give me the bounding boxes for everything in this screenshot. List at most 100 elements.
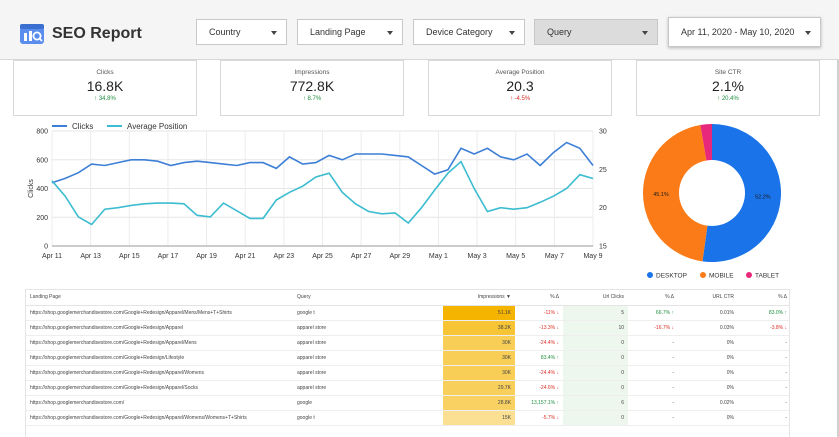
query-cell: apparel store bbox=[293, 350, 443, 366]
landing-page-cell: https://shop.googlemerchandisestore.com/… bbox=[26, 335, 293, 351]
ctr-change-cell: 83.0% ↑ bbox=[738, 305, 789, 321]
ctr-change-cell: - bbox=[738, 395, 789, 411]
landing-page-query-table: Landing Page Query Impressions ▼ % Δ Url… bbox=[25, 289, 790, 437]
clicks-change-cell: - bbox=[628, 410, 678, 426]
landing-page-filter-label: Landing Page bbox=[310, 27, 366, 37]
impressions-cell: 30K bbox=[443, 350, 515, 366]
x-tick-label: May 7 bbox=[545, 253, 564, 260]
impressions-cell: 30K bbox=[443, 335, 515, 351]
device-category-filter[interactable]: Device Category bbox=[413, 19, 525, 45]
legend-dot bbox=[647, 272, 653, 278]
legend-label: MOBILE bbox=[709, 273, 734, 280]
y-tick-label: 600 bbox=[36, 157, 48, 164]
kpi-delta: ↑ 34.8% bbox=[14, 96, 196, 102]
arrow-up-icon: ↑ bbox=[94, 96, 99, 102]
average-position-series-line bbox=[51, 160, 594, 226]
table-row[interactable]: https://shop.googlemerchandisestore.com/… bbox=[26, 365, 789, 381]
x-tick-label: Apr 25 bbox=[312, 253, 333, 260]
url-clicks-cell: 0 bbox=[563, 380, 628, 396]
page-scrollbar[interactable] bbox=[837, 60, 839, 437]
impressions-cell: 51.1K bbox=[443, 305, 515, 321]
column-header-impressions-change[interactable]: % Δ bbox=[515, 290, 563, 306]
legend-label: Average Position bbox=[127, 122, 187, 131]
url-ctr-cell: 0.01% bbox=[678, 305, 738, 321]
y2-tick-label: 15 bbox=[599, 244, 607, 251]
column-header-landing-page[interactable]: Landing Page bbox=[26, 290, 293, 306]
table-row[interactable]: https://shop.googlemerchandisestore.com/… bbox=[26, 320, 789, 336]
x-tick-label: Apr 29 bbox=[389, 253, 410, 260]
ctr-change-cell: - bbox=[738, 380, 789, 396]
ctr-change-cell: -3.8% ↓ bbox=[738, 320, 789, 336]
y-axis-label: Clicks bbox=[28, 179, 35, 198]
legend-label: DESKTOP bbox=[656, 273, 687, 280]
y2-tick-label: 25 bbox=[599, 167, 607, 174]
column-header-url-ctr[interactable]: URL CTR bbox=[678, 290, 738, 306]
donut-slice-desktop bbox=[702, 124, 781, 262]
kpi-label: Impressions bbox=[294, 69, 330, 76]
clicks-change-cell: - bbox=[628, 365, 678, 381]
table-row[interactable]: https://shop.googlemerchandisestore.com/… bbox=[26, 305, 789, 321]
impressions-cell: 38.2K bbox=[443, 320, 515, 336]
clicks-change-cell: - bbox=[628, 395, 678, 411]
impressions-change-cell: 83.4% ↑ bbox=[515, 350, 563, 366]
column-header-clicks-change[interactable]: % Δ bbox=[628, 290, 678, 306]
column-header-url-clicks[interactable]: Url Clicks bbox=[563, 290, 628, 306]
table-header-row: Landing Page Query Impressions ▼ % Δ Url… bbox=[26, 290, 789, 306]
kpi-delta-value: -4.5% bbox=[514, 96, 531, 102]
kpi-average-position: Average Position 20.3 ↑ -4.5% bbox=[428, 60, 612, 116]
donut-slice-tablet bbox=[700, 124, 712, 161]
y2-tick-label: 30 bbox=[599, 129, 607, 136]
clicks-change-cell: -16.7% ↓ bbox=[628, 320, 678, 336]
impressions-change-cell: -24.4% ↓ bbox=[515, 365, 563, 381]
url-ctr-cell: 0% bbox=[678, 335, 738, 351]
report-title: SEO Report bbox=[52, 25, 142, 42]
donut-slice-mobile bbox=[643, 124, 708, 262]
table-body: https://shop.googlemerchandisestore.com/… bbox=[26, 305, 789, 426]
date-range-label: Apr 11, 2020 - May 10, 2020 bbox=[681, 27, 795, 37]
landing-page-cell: https://shop.googlemerchandisestore.com/ bbox=[26, 395, 293, 411]
table-row[interactable]: https://shop.googlemerchandisestore.com/… bbox=[26, 395, 789, 411]
column-header-ctr-change[interactable]: % Δ bbox=[738, 290, 789, 306]
kpi-delta-value: 8.7% bbox=[307, 96, 322, 102]
landing-page-filter[interactable]: Landing Page bbox=[297, 19, 403, 45]
url-clicks-cell: 0 bbox=[563, 335, 628, 351]
query-cell: apparel store bbox=[293, 320, 443, 336]
url-ctr-cell: 0% bbox=[678, 365, 738, 381]
table-row[interactable]: https://shop.googlemerchandisestore.com/… bbox=[26, 380, 789, 396]
chevron-down-icon bbox=[642, 31, 648, 35]
ctr-change-cell: - bbox=[738, 350, 789, 366]
impressions-change-cell: -11% ↓ bbox=[515, 305, 563, 321]
x-tick-label: Apr 13 bbox=[80, 253, 101, 260]
kpi-site-ctr: Site CTR 2.1% ↑ 20.4% bbox=[636, 60, 820, 116]
query-cell: google bbox=[293, 395, 443, 411]
kpi-impressions: Impressions 772.8K ↑ 8.7% bbox=[220, 60, 404, 116]
impressions-cell: 30K bbox=[443, 365, 515, 381]
query-filter[interactable]: Query bbox=[534, 19, 658, 45]
ctr-change-cell: - bbox=[738, 365, 789, 381]
legend-label: Clicks bbox=[72, 122, 93, 131]
impressions-cell: 28.8K bbox=[443, 395, 515, 411]
kpi-label: Site CTR bbox=[714, 69, 742, 76]
country-filter[interactable]: Country bbox=[196, 19, 287, 45]
landing-page-cell: https://shop.googlemerchandisestore.com/… bbox=[26, 410, 293, 426]
legend-label: TABLET bbox=[755, 273, 779, 280]
table-row[interactable]: https://shop.googlemerchandisestore.com/… bbox=[26, 335, 789, 351]
landing-page-cell: https://shop.googlemerchandisestore.com/… bbox=[26, 365, 293, 381]
url-clicks-cell: 0 bbox=[563, 410, 628, 426]
query-cell: apparel store bbox=[293, 365, 443, 381]
chevron-down-icon bbox=[271, 31, 277, 35]
chevron-down-icon bbox=[509, 31, 515, 35]
table-row[interactable]: https://shop.googlemerchandisestore.com/… bbox=[26, 350, 789, 366]
arrow-up-icon: ↑ bbox=[509, 96, 515, 102]
column-header-impressions[interactable]: Impressions ▼ bbox=[443, 290, 515, 306]
kpi-delta: ↑ 8.7% bbox=[221, 96, 403, 102]
table-row[interactable]: https://shop.googlemerchandisestore.com/… bbox=[26, 410, 789, 426]
url-ctr-cell: 0% bbox=[678, 410, 738, 426]
url-ctr-cell: 0.03% bbox=[678, 320, 738, 336]
y-tick-label: 200 bbox=[36, 215, 48, 222]
impressions-change-cell: 13,157.1% ↑ bbox=[515, 395, 563, 411]
clicks-change-cell: - bbox=[628, 380, 678, 396]
column-header-query[interactable]: Query bbox=[293, 290, 443, 306]
donut-slice-value-label: 45.1% bbox=[653, 192, 669, 198]
date-range-picker[interactable]: Apr 11, 2020 - May 10, 2020 bbox=[668, 17, 821, 47]
